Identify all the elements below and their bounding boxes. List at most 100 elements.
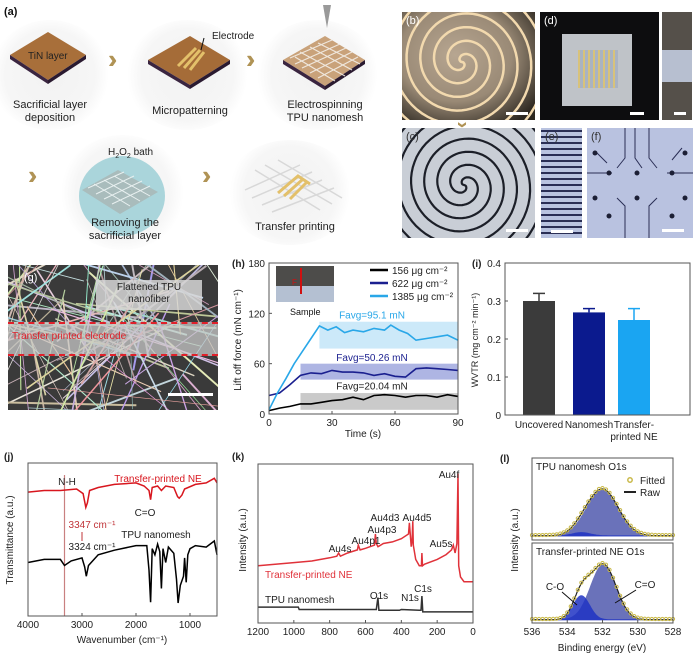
- annotation-3324: 3324 cm⁻¹: [69, 542, 117, 553]
- y-axis-label: Lift off force (mN cm⁻¹): [233, 289, 244, 391]
- fitted-point: [540, 616, 545, 622]
- fitted-point: [565, 610, 570, 615]
- fitted-point: [639, 616, 644, 621]
- y-tick-label: 0.4: [487, 259, 501, 270]
- scale-bar: [630, 112, 644, 115]
- fitted-point: [561, 614, 566, 619]
- y-tick-label: 180: [248, 259, 265, 270]
- y-tick-label: 60: [254, 360, 266, 371]
- spinneret-icon: [323, 5, 331, 28]
- fitted-point: [653, 616, 658, 622]
- tin-layer-label: TiN layer: [28, 51, 68, 62]
- mesh-in-bath: [82, 170, 158, 214]
- band-1: [300, 363, 458, 380]
- step-2-caption: Micropatterning: [152, 105, 228, 117]
- fitted-point: [649, 616, 654, 622]
- x-tick-label: 530: [629, 627, 646, 638]
- x-axis-label: Time (s): [345, 429, 381, 440]
- fitted-point: [603, 487, 609, 492]
- plot-frame-j: [27, 462, 218, 617]
- y-axis-label: Intensity (a.u.): [510, 508, 521, 571]
- fitted-point: [667, 532, 672, 538]
- caption-line: sacrificial layer: [88, 230, 162, 242]
- y-axis-label: WVTR (mg cm⁻² min⁻¹): [470, 293, 480, 388]
- x-tick-label: 1000: [283, 627, 306, 638]
- series-line-0: [268, 393, 459, 412]
- caption-line: TPU nanomesh: [286, 112, 364, 124]
- peak-label: Au4d5: [403, 513, 432, 524]
- x-tick-label: 400: [393, 627, 410, 638]
- fitted-point: [554, 616, 559, 621]
- legend-fitted-marker: [627, 477, 633, 483]
- x-tick-label: 200: [429, 627, 446, 638]
- fitted-point: [656, 532, 662, 538]
- electrode-array: [578, 50, 618, 88]
- fitted-point: [618, 508, 623, 513]
- fitted-point: [618, 593, 623, 598]
- x-tick-label: 600: [357, 627, 374, 638]
- panel-label-d: (d): [544, 15, 558, 27]
- x-tick-label: 1200: [247, 627, 270, 638]
- fitted-point: [582, 505, 587, 510]
- fitted-point: [642, 616, 647, 621]
- annotation-3347: 3347 cm⁻¹: [69, 520, 117, 531]
- fitted-point: [632, 526, 637, 532]
- fitted-point: [568, 604, 573, 609]
- fitted-point: [582, 575, 587, 581]
- panel-label-f: (f): [591, 131, 602, 143]
- fitted-point: [558, 615, 563, 621]
- x-tick-label: 534: [559, 627, 576, 638]
- category-label: Nanomesh: [565, 420, 613, 431]
- fitted-point: [540, 532, 545, 538]
- series-line-1: [27, 539, 218, 604]
- fitted-point: [642, 531, 647, 536]
- fitted-point: [547, 616, 552, 622]
- fitted-point: [607, 490, 612, 495]
- legend-label-0: 156 μg cm⁻²: [392, 266, 448, 277]
- x-tick-label: 3000: [71, 620, 94, 631]
- panel-label-a: (a): [4, 6, 18, 18]
- fitted-point: [660, 532, 665, 538]
- fitted-point: [635, 529, 640, 534]
- fitted-point: [533, 616, 538, 622]
- fitted-point: [610, 575, 616, 580]
- favg-annotation-0: Favg=20.04 mN: [336, 382, 407, 393]
- fitted-point: [632, 613, 637, 619]
- scale-bar: [674, 112, 686, 115]
- photo-d-inset-zoom: [662, 12, 692, 120]
- transfer-mesh: [244, 159, 343, 213]
- panel-label-g: (g): [24, 272, 38, 284]
- annotation-nh: N-H: [58, 477, 76, 488]
- annotation-co: C=O: [135, 508, 156, 519]
- fitted-point: [558, 531, 563, 536]
- annotation-pointer: [614, 589, 637, 604]
- y-tick-label: 0.3: [487, 297, 501, 308]
- x-tick-label: 30: [326, 418, 338, 429]
- fitted-point: [589, 494, 595, 499]
- fitted-point: [561, 530, 566, 535]
- photo-f-interconnects: (f): [587, 128, 693, 238]
- fitted-point: [667, 616, 672, 622]
- x-tick-label: 536: [524, 627, 541, 638]
- category-label: Transfer-: [614, 420, 654, 431]
- fitted-point: [621, 514, 626, 519]
- fitted-point: [653, 532, 658, 538]
- interconnect-pattern: [587, 128, 693, 238]
- force-arrow-icon: [300, 268, 302, 294]
- fitted-point: [607, 567, 612, 572]
- scale-bar: [506, 112, 528, 115]
- series-label-1: TPU nanomesh: [121, 530, 190, 541]
- legend-label-1: 622 μg cm⁻²: [392, 279, 448, 290]
- fitted-point: [600, 486, 605, 491]
- electrode-label: Electrode: [212, 31, 255, 42]
- electrode-band: [8, 322, 218, 356]
- fitted-point: [533, 532, 538, 538]
- spiral-pattern: [402, 128, 535, 238]
- series-line-1: [258, 595, 473, 613]
- favg-annotation-2: Favg=95.1 mN: [339, 310, 405, 321]
- peak-label: O1s: [370, 591, 388, 602]
- fitted-point: [603, 562, 609, 567]
- bath-label: H2O2 bath: [108, 147, 154, 160]
- caption-line: deposition: [24, 112, 76, 124]
